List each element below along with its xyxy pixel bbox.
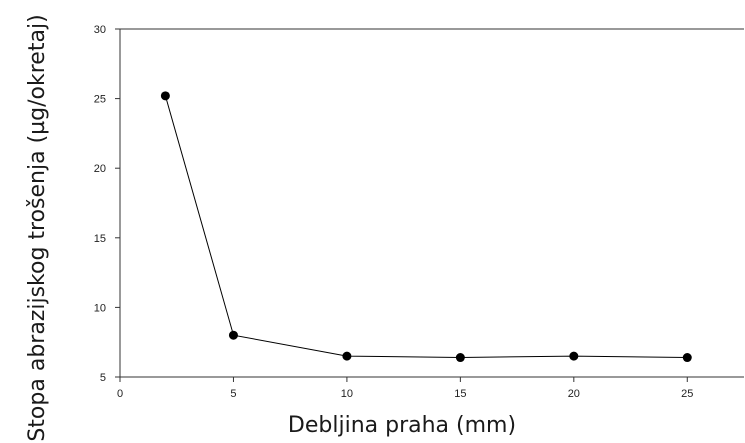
data-point	[228, 330, 238, 340]
data-point	[160, 91, 170, 101]
y-tick-label: 20	[94, 163, 106, 175]
series-group	[160, 91, 692, 363]
chart-axes	[119, 28, 744, 378]
x-axis-title: Debljina praha (mm)	[288, 413, 516, 438]
data-point	[342, 351, 352, 361]
x-axis-ticks: 0 5 10 15 20 25	[117, 377, 693, 400]
x-tick-label: 10	[341, 388, 353, 400]
x-tick-label: 0	[117, 388, 123, 400]
data-point	[569, 351, 579, 361]
x-tick-label: 20	[568, 388, 580, 400]
y-tick-label: 10	[94, 302, 106, 314]
x-tick-label: 5	[230, 388, 236, 400]
y-axis-title: Stopa abrazijskog trošenja (µg/okretaj)	[25, 14, 50, 441]
y-tick-label: 25	[94, 94, 106, 106]
y-tick-label: 30	[94, 24, 106, 36]
data-point	[455, 353, 465, 363]
y-tick-label: 5	[100, 372, 106, 384]
data-point	[682, 353, 692, 363]
y-tick-label: 15	[94, 233, 106, 245]
series-line	[164, 95, 688, 359]
y-axis-ticks: 5 10 15 20 25 30	[94, 24, 120, 384]
x-tick-label: 15	[454, 388, 466, 400]
x-tick-label: 25	[681, 388, 693, 400]
